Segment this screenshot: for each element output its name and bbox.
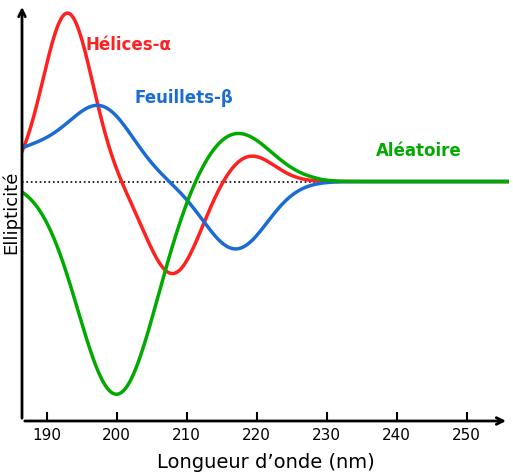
- Text: 250: 250: [452, 428, 481, 443]
- Text: 230: 230: [312, 428, 341, 443]
- Text: Feuillets-β: Feuillets-β: [134, 89, 233, 107]
- Text: Hélices-α: Hélices-α: [85, 36, 171, 54]
- Text: Longueur d’onde (nm): Longueur d’onde (nm): [156, 453, 374, 472]
- Text: 190: 190: [32, 428, 61, 443]
- Text: Aléatoire: Aléatoire: [376, 142, 462, 160]
- Text: 220: 220: [242, 428, 271, 443]
- Text: Ellipticité: Ellipticité: [2, 171, 21, 254]
- Text: 210: 210: [172, 428, 201, 443]
- Text: 200: 200: [102, 428, 131, 443]
- Text: 240: 240: [382, 428, 411, 443]
